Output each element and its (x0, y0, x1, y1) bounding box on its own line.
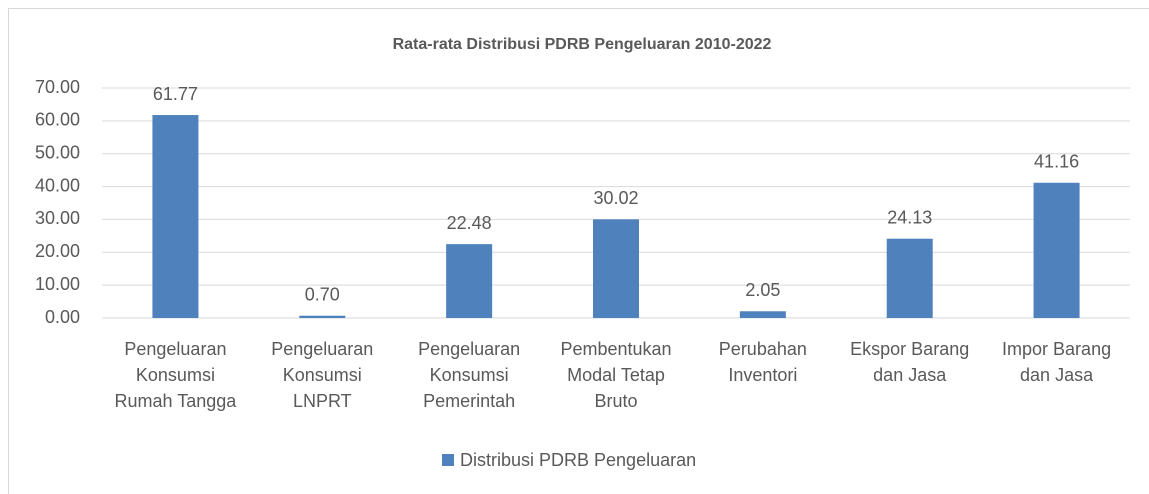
legend-swatch (442, 454, 454, 466)
bar (446, 244, 493, 318)
chart-border (8, 8, 1149, 494)
x-tick-label: Ekspor Barang dan Jasa (850, 339, 970, 385)
bar (152, 115, 199, 318)
y-tick-label: 30.00 (35, 208, 80, 228)
y-tick-label: 50.00 (35, 142, 80, 162)
x-tick-label: Pengeluaran Konsumsi LNPRT (271, 339, 374, 411)
x-tick-label: Pembentukan Modal Tetap Bruto (560, 339, 672, 411)
data-label: 61.77 (153, 84, 198, 104)
y-tick-label: 10.00 (35, 274, 80, 294)
y-tick-label: 40.00 (35, 175, 80, 195)
data-label: 22.48 (447, 213, 492, 233)
y-tick-label: 20.00 (35, 241, 80, 261)
y-tick-label: 0.00 (45, 307, 80, 327)
x-tick-label: Pengeluaran Konsumsi Pemerintah (418, 339, 521, 411)
legend-label: Distribusi PDRB Pengeluaran (460, 450, 696, 470)
data-label: 24.13 (887, 207, 932, 227)
bar (886, 238, 933, 318)
data-label: 41.16 (1034, 152, 1079, 172)
bar (299, 315, 346, 318)
x-tick-label: Pengeluaran Konsumsi Rumah Tangga (114, 339, 237, 411)
x-tick-label: Perubahan Inventori (718, 339, 807, 385)
bar (593, 219, 639, 318)
x-tick-label: Impor Barang dan Jasa (1002, 339, 1112, 385)
y-tick-label: 60.00 (35, 110, 80, 130)
data-label: 30.02 (593, 188, 638, 208)
bar (1033, 182, 1080, 318)
chart-title: Rata-rata Distribusi PDRB Pengeluaran 20… (393, 36, 772, 53)
y-tick-label: 70.00 (35, 77, 80, 97)
data-label: 2.05 (745, 280, 780, 300)
bar (739, 311, 786, 318)
data-label: 0.70 (305, 284, 340, 304)
